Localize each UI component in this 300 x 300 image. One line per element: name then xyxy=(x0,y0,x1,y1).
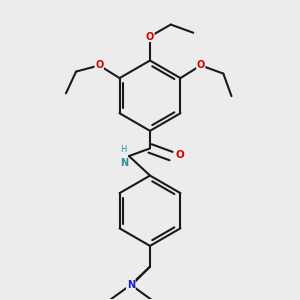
Text: N: N xyxy=(120,158,128,168)
Text: O: O xyxy=(196,60,205,70)
Text: O: O xyxy=(146,32,154,41)
Text: O: O xyxy=(95,60,103,70)
Text: N: N xyxy=(127,280,135,290)
Text: O: O xyxy=(175,150,184,161)
Text: H: H xyxy=(120,146,126,154)
